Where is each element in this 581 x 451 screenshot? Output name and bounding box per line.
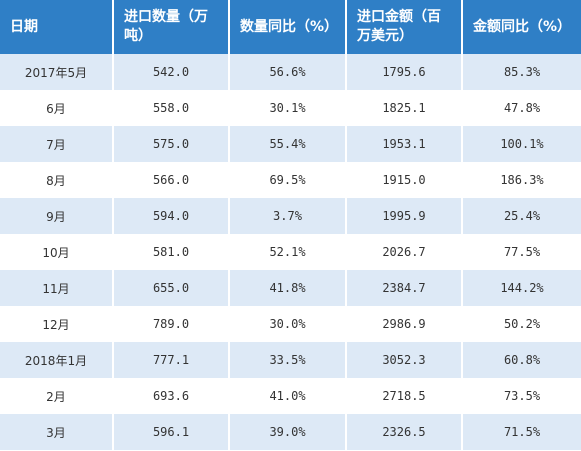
import-value-cell: 2326.5 (346, 414, 463, 450)
table-row: 2017年5月 542.0 56.6% 1795.6 85.3% (0, 54, 581, 90)
value-yoy-cell: 100.1% (462, 126, 581, 162)
table-row: 11月 655.0 41.8% 2384.7 144.2% (0, 270, 581, 306)
table-row: 3月 596.1 39.0% 2326.5 71.5% (0, 414, 581, 450)
import-value-cell: 2026.7 (346, 234, 463, 270)
table-row: 9月 594.0 3.7% 1995.9 25.4% (0, 198, 581, 234)
import-volume-cell: 566.0 (113, 162, 230, 198)
volume-yoy-cell: 30.0% (229, 306, 347, 342)
import-value-cell: 1995.9 (346, 198, 463, 234)
import-volume-cell: 558.0 (113, 90, 230, 126)
value-yoy-cell: 25.4% (462, 198, 581, 234)
volume-yoy-cell: 39.0% (229, 414, 347, 450)
date-cell: 2017年5月 (0, 54, 114, 90)
header-import-value: 进口金额（百万美元） (346, 0, 463, 54)
import-volume-cell: 594.0 (113, 198, 230, 234)
date-cell: 7月 (0, 126, 114, 162)
value-yoy-cell: 71.5% (462, 414, 581, 450)
import-value-cell: 1795.6 (346, 54, 463, 90)
date-cell: 2018年1月 (0, 342, 114, 378)
import-volume-cell: 596.1 (113, 414, 230, 450)
import-volume-cell: 581.0 (113, 234, 230, 270)
date-cell: 2月 (0, 378, 114, 414)
header-value-yoy: 金额同比（%） (462, 0, 581, 54)
value-yoy-cell: 186.3% (462, 162, 581, 198)
table-row: 2018年1月 777.1 33.5% 3052.3 60.8% (0, 342, 581, 378)
date-cell: 10月 (0, 234, 114, 270)
import-value-cell: 3052.3 (346, 342, 463, 378)
volume-yoy-cell: 41.0% (229, 378, 347, 414)
value-yoy-cell: 50.2% (462, 306, 581, 342)
volume-yoy-cell: 52.1% (229, 234, 347, 270)
import-volume-cell: 789.0 (113, 306, 230, 342)
import-value-cell: 1915.0 (346, 162, 463, 198)
value-yoy-cell: 60.8% (462, 342, 581, 378)
table-row: 8月 566.0 69.5% 1915.0 186.3% (0, 162, 581, 198)
table-row: 2月 693.6 41.0% 2718.5 73.5% (0, 378, 581, 414)
value-yoy-cell: 85.3% (462, 54, 581, 90)
import-volume-cell: 693.6 (113, 378, 230, 414)
import-value-cell: 1953.1 (346, 126, 463, 162)
import-volume-cell: 542.0 (113, 54, 230, 90)
date-cell: 9月 (0, 198, 114, 234)
value-yoy-cell: 144.2% (462, 270, 581, 306)
header-import-volume: 进口数量（万吨） (113, 0, 230, 54)
volume-yoy-cell: 56.6% (229, 54, 347, 90)
value-yoy-cell: 77.5% (462, 234, 581, 270)
import-volume-cell: 575.0 (113, 126, 230, 162)
header-date: 日期 (0, 0, 114, 54)
import-value-cell: 1825.1 (346, 90, 463, 126)
volume-yoy-cell: 30.1% (229, 90, 347, 126)
date-cell: 12月 (0, 306, 114, 342)
volume-yoy-cell: 41.8% (229, 270, 347, 306)
table-row: 6月 558.0 30.1% 1825.1 47.8% (0, 90, 581, 126)
volume-yoy-cell: 69.5% (229, 162, 347, 198)
date-cell: 3月 (0, 414, 114, 450)
import-volume-cell: 655.0 (113, 270, 230, 306)
table-row: 12月 789.0 30.0% 2986.9 50.2% (0, 306, 581, 342)
volume-yoy-cell: 33.5% (229, 342, 347, 378)
date-cell: 8月 (0, 162, 114, 198)
import-value-cell: 2384.7 (346, 270, 463, 306)
value-yoy-cell: 47.8% (462, 90, 581, 126)
import-value-cell: 2986.9 (346, 306, 463, 342)
import-value-cell: 2718.5 (346, 378, 463, 414)
header-row: 日期 进口数量（万吨） 数量同比（%） 进口金额（百万美元） 金额同比（%） (0, 0, 581, 54)
date-cell: 11月 (0, 270, 114, 306)
header-volume-yoy: 数量同比（%） (229, 0, 347, 54)
table-row: 10月 581.0 52.1% 2026.7 77.5% (0, 234, 581, 270)
volume-yoy-cell: 55.4% (229, 126, 347, 162)
import-volume-cell: 777.1 (113, 342, 230, 378)
value-yoy-cell: 73.5% (462, 378, 581, 414)
table-row: 7月 575.0 55.4% 1953.1 100.1% (0, 126, 581, 162)
volume-yoy-cell: 3.7% (229, 198, 347, 234)
date-cell: 6月 (0, 90, 114, 126)
